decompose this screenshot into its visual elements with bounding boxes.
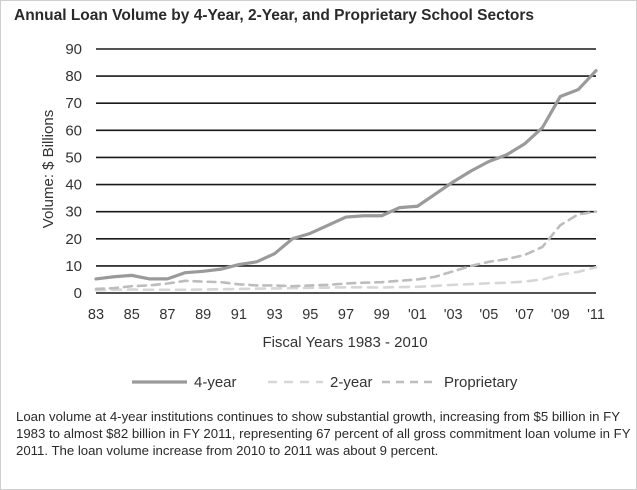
- y-axis-label: Volume: $ Billions: [40, 110, 57, 228]
- x-tick-label: 83: [88, 307, 104, 323]
- gridlines: [96, 48, 596, 294]
- y-tick-label: 20: [65, 231, 82, 248]
- series-line-4-year: [94, 69, 598, 281]
- x-tick-label: '01: [408, 307, 427, 323]
- legend-label: 4-year: [194, 374, 237, 391]
- x-tick-label: '05: [479, 307, 498, 323]
- x-tick-label: '11: [587, 307, 605, 323]
- chart-title: Annual Loan Volume by 4-Year, 2-Year, an…: [14, 7, 534, 24]
- y-tick-label: 90: [65, 41, 82, 58]
- x-tick-label: 95: [302, 307, 318, 323]
- y-tick-label: 60: [65, 122, 82, 139]
- x-tick-label: 97: [338, 307, 354, 323]
- y-tick-label: 30: [65, 204, 82, 221]
- x-tick-label: 91: [231, 307, 247, 323]
- x-tick-label: 89: [195, 307, 211, 323]
- x-tick-label: 99: [374, 307, 390, 323]
- legend-label: Proprietary: [444, 374, 518, 391]
- x-tick-label: '03: [444, 307, 463, 323]
- x-tick-label: 87: [159, 307, 175, 323]
- x-tick-label: '07: [515, 307, 534, 323]
- series-line-proprietary: [94, 210, 598, 291]
- y-tick-label: 0: [74, 285, 82, 302]
- x-tick-labels: 83 85 87 89 91 93 95 97 99 '01 '03 '05 '07 '09 '11: [88, 307, 605, 323]
- y-tick-label: 10: [65, 258, 82, 275]
- x-axis-label: Fiscal Years 1983 - 2010: [262, 334, 427, 351]
- y-tick-label: 50: [65, 149, 82, 166]
- series-lines: [94, 69, 598, 292]
- x-tick-label: '09: [551, 307, 570, 323]
- line-chart: 0 10 20 30 40 50 60 70 80 90 83 85 87 89 91 93 95 97 99 '0…: [40, 41, 605, 391]
- y-tick-labels: 0 10 20 30 40 50 60 70 80 90: [65, 41, 82, 302]
- x-tick-label: 85: [124, 307, 140, 323]
- y-tick-label: 80: [65, 68, 82, 85]
- y-tick-label: 70: [65, 95, 82, 112]
- legend-label: 2-year: [330, 374, 373, 391]
- chart-caption: Loan volume at 4-year institutions conti…: [16, 409, 631, 458]
- series-line-2-year: [94, 265, 598, 292]
- y-tick-label: 40: [65, 177, 82, 194]
- legend: 4-year 2-year Proprietary: [132, 374, 518, 391]
- x-tick-label: 93: [267, 307, 283, 323]
